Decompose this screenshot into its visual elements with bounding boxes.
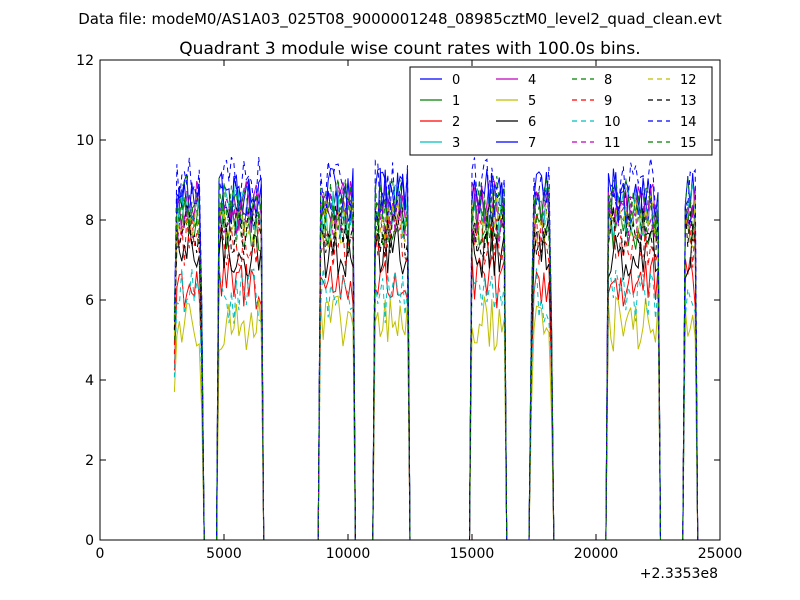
y-tick-label: 10 xyxy=(76,133,94,149)
legend-label-module-12: 12 xyxy=(680,73,697,88)
legend-label-module-10: 10 xyxy=(604,115,621,130)
legend-label-module-15: 15 xyxy=(680,136,697,151)
x-tick-label: 15000 xyxy=(450,546,495,562)
y-tick-label: 12 xyxy=(76,53,94,69)
y-tick-label: 6 xyxy=(85,293,94,309)
legend-label-module-3: 3 xyxy=(452,136,460,151)
y-tick-label: 4 xyxy=(85,373,94,389)
legend-label-module-7: 7 xyxy=(528,136,536,151)
legend-label-module-4: 4 xyxy=(528,73,536,88)
legend-label-module-9: 9 xyxy=(604,94,612,109)
y-tick-label: 8 xyxy=(85,213,94,229)
legend-label-module-5: 5 xyxy=(528,94,536,109)
y-tick-label: 0 xyxy=(85,533,94,549)
x-tick-label: 20000 xyxy=(574,546,619,562)
legend-label-module-11: 11 xyxy=(604,136,621,151)
legend-frame xyxy=(409,66,713,156)
legend-label-module-8: 8 xyxy=(604,73,612,88)
legend-label-module-6: 6 xyxy=(528,115,536,130)
plot-frame xyxy=(99,59,721,541)
legend-label-module-14: 14 xyxy=(680,115,697,130)
x-axis-tick-labels: 0 5000 10000 15000 20000 25000 xyxy=(96,546,743,562)
y-axis-tick-labels: 0 2 4 6 8 10 12 xyxy=(76,53,94,549)
x-tick-label: 5000 xyxy=(206,546,242,562)
legend-label-module-0: 0 xyxy=(452,73,460,88)
series-layer xyxy=(173,156,699,540)
legend-label-module-1: 1 xyxy=(452,94,460,109)
x-tick-label: 10000 xyxy=(326,546,371,562)
y-tick-label: 2 xyxy=(85,453,94,469)
series-line-module-13 xyxy=(173,204,699,540)
legend-label-module-13: 13 xyxy=(680,94,697,109)
series-line-module-10 xyxy=(173,268,699,540)
data-file-label: Data file: modeM0/AS1A03_025T08_90000012… xyxy=(78,10,722,29)
legend-label-module-2: 2 xyxy=(452,115,460,130)
x-axis-offset-label: +2.3353e8 xyxy=(640,566,718,582)
series-line-module-5 xyxy=(173,295,699,540)
x-tick-label: 25000 xyxy=(698,546,743,562)
chart-title: Quadrant 3 module wise count rates with … xyxy=(179,39,640,59)
x-tick-label: 0 xyxy=(96,546,105,562)
